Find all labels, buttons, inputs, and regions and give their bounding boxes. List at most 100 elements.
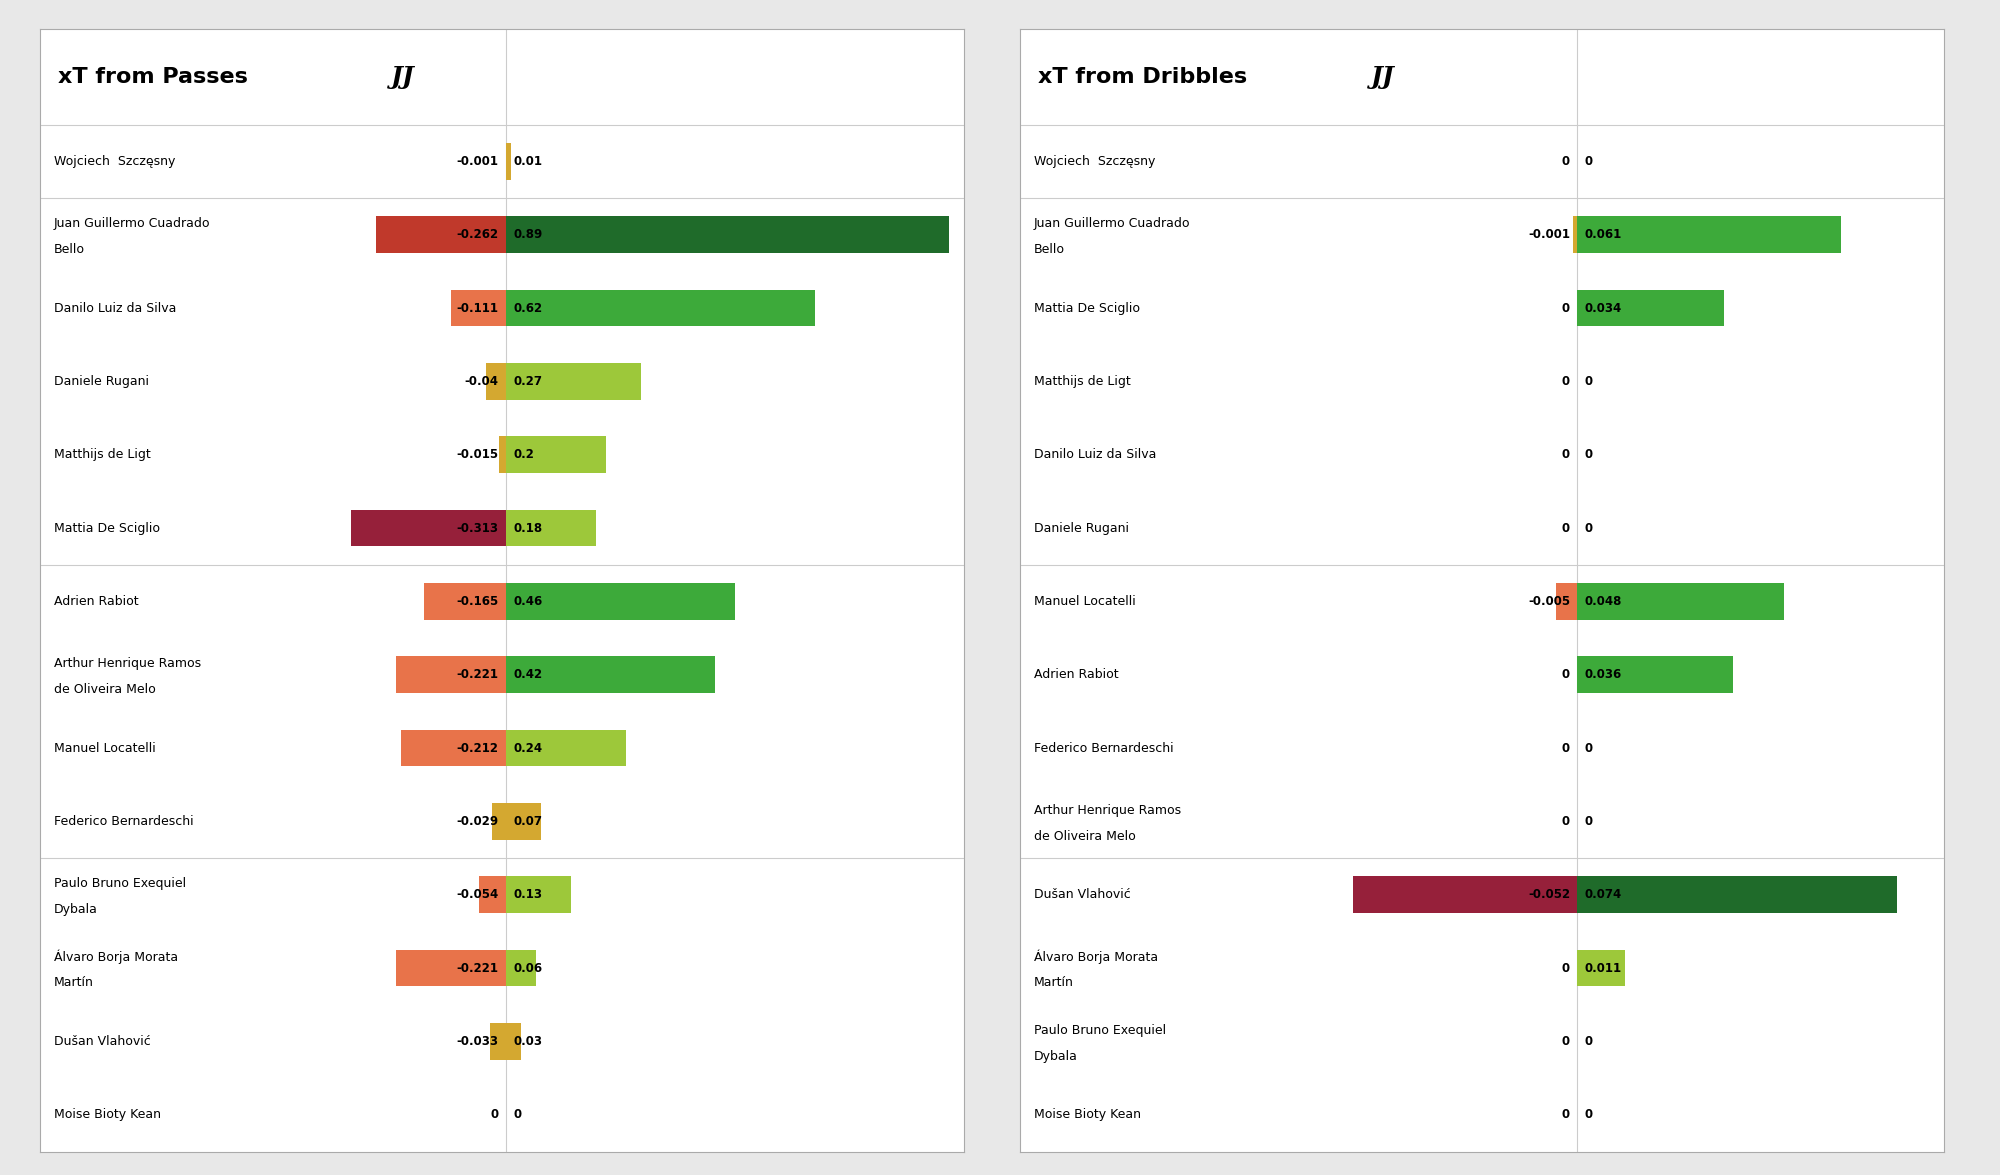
Bar [506, 216, 950, 253]
Text: -0.015: -0.015 [456, 448, 498, 462]
Text: Martín: Martín [54, 976, 94, 989]
Text: 0: 0 [1584, 522, 1592, 535]
Text: Juan Guillermo Cuadrado: Juan Guillermo Cuadrado [54, 217, 210, 230]
Text: -0.052: -0.052 [1528, 888, 1570, 901]
Text: Danilo Luiz da Silva: Danilo Luiz da Silva [54, 302, 176, 315]
Text: -0.212: -0.212 [456, 741, 498, 754]
Text: Mattia De Sciglio: Mattia De Sciglio [1034, 302, 1140, 315]
Bar [506, 510, 596, 546]
Bar [424, 583, 506, 619]
Text: 0.62: 0.62 [514, 302, 542, 315]
Bar [506, 436, 606, 474]
Text: Manuel Locatelli: Manuel Locatelli [1034, 595, 1136, 607]
Text: -0.001: -0.001 [1528, 228, 1570, 241]
Bar [506, 877, 570, 913]
Text: 0.011: 0.011 [1584, 961, 1622, 974]
Text: 0.074: 0.074 [1584, 888, 1622, 901]
Text: 0.07: 0.07 [514, 815, 542, 828]
Text: Wojciech  Szczęsny: Wojciech Szczęsny [54, 155, 176, 168]
Text: 0: 0 [1584, 741, 1592, 754]
Text: -0.111: -0.111 [456, 302, 498, 315]
Text: 0: 0 [1562, 375, 1570, 388]
Bar [506, 657, 716, 693]
Bar [400, 730, 506, 766]
Bar [396, 657, 506, 693]
Text: 0.01: 0.01 [514, 155, 542, 168]
Text: Arthur Henrique Ramos: Arthur Henrique Ramos [54, 657, 200, 670]
Text: 0.46: 0.46 [514, 595, 542, 607]
Bar [1354, 877, 1578, 913]
Bar [1578, 216, 1840, 253]
Bar [1578, 657, 1732, 693]
Text: 0: 0 [1562, 1035, 1570, 1048]
Bar [1574, 216, 1578, 253]
Text: 0: 0 [1584, 155, 1592, 168]
Text: 0: 0 [1562, 522, 1570, 535]
Bar [1578, 290, 1724, 327]
Bar [498, 436, 506, 474]
Text: xT from Passes: xT from Passes [58, 67, 248, 87]
Text: Arthur Henrique Ramos: Arthur Henrique Ramos [1034, 804, 1180, 817]
Text: 0: 0 [1562, 741, 1570, 754]
Text: Álvaro Borja Morata: Álvaro Borja Morata [1034, 949, 1158, 965]
Bar [506, 363, 640, 400]
Text: -0.165: -0.165 [456, 595, 498, 607]
Text: Manuel Locatelli: Manuel Locatelli [54, 741, 156, 754]
Text: Matthijs de Ligt: Matthijs de Ligt [54, 448, 150, 462]
Bar [480, 877, 506, 913]
Text: 0.18: 0.18 [514, 522, 542, 535]
Text: 0.13: 0.13 [514, 888, 542, 901]
Text: Adrien Rabiot: Adrien Rabiot [54, 595, 138, 607]
Text: 0.06: 0.06 [514, 961, 542, 974]
Text: Wojciech  Szczęsny: Wojciech Szczęsny [1034, 155, 1156, 168]
Text: xT from Dribbles: xT from Dribbles [1038, 67, 1248, 87]
Text: Matthijs de Ligt: Matthijs de Ligt [1034, 375, 1130, 388]
Text: -0.04: -0.04 [464, 375, 498, 388]
Text: -0.221: -0.221 [456, 961, 498, 974]
Text: 0.034: 0.034 [1584, 302, 1622, 315]
Text: 0.2: 0.2 [514, 448, 534, 462]
Text: -0.001: -0.001 [456, 155, 498, 168]
Text: 0: 0 [1584, 375, 1592, 388]
Text: 0.061: 0.061 [1584, 228, 1622, 241]
Bar [1578, 949, 1624, 987]
Text: Federico Bernardeschi: Federico Bernardeschi [1034, 741, 1174, 754]
Text: Álvaro Borja Morata: Álvaro Borja Morata [54, 949, 178, 965]
Text: 0: 0 [514, 1108, 522, 1121]
Text: 0: 0 [1562, 1108, 1570, 1121]
Text: de Oliveira Melo: de Oliveira Melo [1034, 830, 1136, 842]
Text: Mattia De Sciglio: Mattia De Sciglio [54, 522, 160, 535]
Text: de Oliveira Melo: de Oliveira Melo [54, 683, 156, 696]
Text: 0: 0 [1584, 1035, 1592, 1048]
Text: -0.033: -0.033 [456, 1035, 498, 1048]
Text: 0: 0 [1584, 1108, 1592, 1121]
Bar [506, 804, 542, 840]
Bar [486, 363, 506, 400]
Text: Bello: Bello [1034, 243, 1064, 256]
Text: Moise Bioty Kean: Moise Bioty Kean [1034, 1108, 1140, 1121]
Bar [376, 216, 506, 253]
Text: Moise Bioty Kean: Moise Bioty Kean [54, 1108, 160, 1121]
Text: Paulo Bruno Exequiel: Paulo Bruno Exequiel [54, 878, 186, 891]
Text: 0: 0 [1562, 961, 1570, 974]
Text: Dušan Vlahović: Dušan Vlahović [54, 1035, 150, 1048]
Text: Adrien Rabiot: Adrien Rabiot [1034, 669, 1118, 682]
Text: 0: 0 [1562, 155, 1570, 168]
Text: -0.262: -0.262 [456, 228, 498, 241]
Text: Martín: Martín [1034, 976, 1074, 989]
Text: 0: 0 [1584, 815, 1592, 828]
Text: Dybala: Dybala [1034, 1049, 1078, 1062]
Text: 0: 0 [1562, 669, 1570, 682]
Text: Dušan Vlahović: Dušan Vlahović [1034, 888, 1130, 901]
Bar [506, 730, 626, 766]
Text: 0: 0 [1584, 448, 1592, 462]
Text: -0.221: -0.221 [456, 669, 498, 682]
Text: -0.313: -0.313 [456, 522, 498, 535]
Text: 0.89: 0.89 [514, 228, 542, 241]
Bar [1556, 583, 1578, 619]
Text: Federico Bernardeschi: Federico Bernardeschi [54, 815, 194, 828]
Bar [1578, 877, 1896, 913]
Text: 0.03: 0.03 [514, 1035, 542, 1048]
Bar [506, 290, 814, 327]
Text: Dybala: Dybala [54, 902, 98, 916]
